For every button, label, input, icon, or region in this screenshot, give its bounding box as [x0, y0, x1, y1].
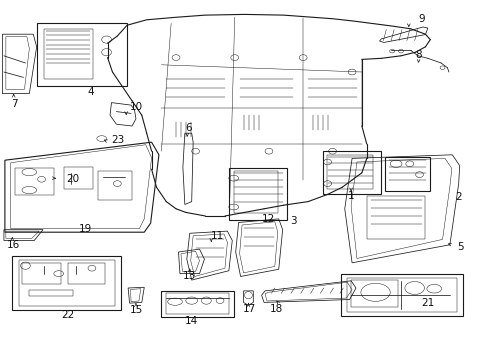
Bar — [166, 293, 228, 314]
Bar — [233, 171, 277, 213]
Bar — [68, 263, 105, 284]
Text: 22: 22 — [61, 310, 74, 320]
Bar — [228, 168, 286, 220]
Bar — [385, 157, 429, 191]
Bar — [366, 196, 425, 239]
Bar — [22, 263, 61, 284]
Text: 17: 17 — [242, 304, 256, 314]
Bar — [98, 171, 132, 200]
Text: 7: 7 — [11, 99, 18, 109]
Text: 8: 8 — [414, 50, 421, 60]
Text: 13: 13 — [183, 271, 196, 282]
Bar — [44, 29, 93, 79]
Bar — [322, 151, 381, 194]
Text: 5: 5 — [456, 242, 463, 252]
Text: 11: 11 — [210, 231, 224, 241]
Text: 3: 3 — [289, 216, 296, 226]
Text: 14: 14 — [184, 316, 198, 326]
Bar — [350, 280, 397, 307]
Bar — [63, 167, 93, 189]
Text: 18: 18 — [269, 304, 283, 314]
Bar — [19, 260, 115, 306]
Bar — [341, 274, 462, 316]
Text: 20: 20 — [66, 174, 79, 184]
Bar — [161, 291, 233, 317]
Text: 12: 12 — [261, 214, 274, 224]
Bar — [346, 278, 456, 312]
Text: 16: 16 — [7, 240, 20, 250]
Text: 19: 19 — [79, 224, 92, 234]
Text: 21: 21 — [420, 298, 434, 308]
Text: 6: 6 — [184, 123, 191, 133]
Text: 4: 4 — [87, 87, 94, 97]
Text: 23: 23 — [111, 135, 125, 145]
Bar — [12, 256, 121, 310]
Text: 10: 10 — [129, 102, 142, 112]
Text: 9: 9 — [417, 14, 424, 24]
Text: 15: 15 — [129, 305, 142, 315]
Bar — [29, 290, 73, 296]
Text: 2: 2 — [454, 192, 461, 202]
Text: 1: 1 — [347, 191, 354, 201]
Bar — [15, 168, 54, 195]
Bar — [37, 23, 127, 86]
